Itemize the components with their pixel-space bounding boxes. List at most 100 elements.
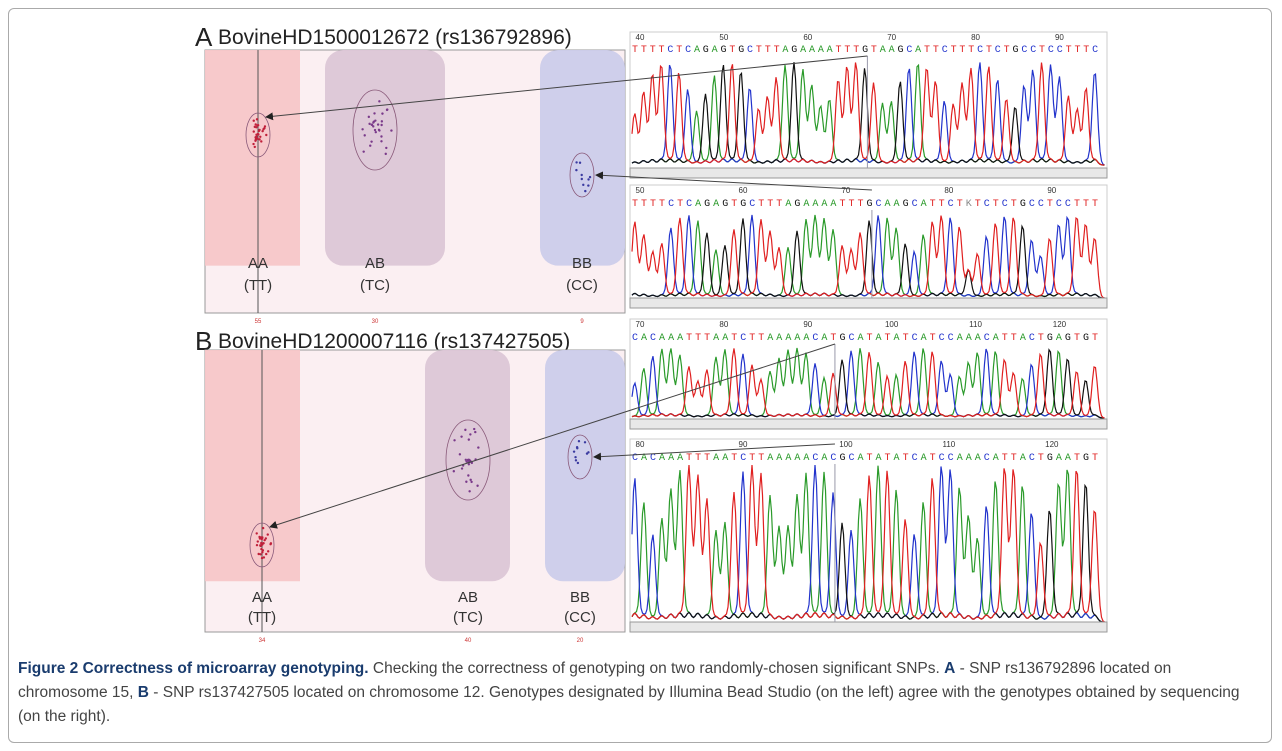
base: C <box>876 199 882 210</box>
base: C <box>984 453 990 464</box>
base: A <box>993 333 999 344</box>
genotype-region <box>325 50 445 266</box>
base: T <box>848 199 854 210</box>
base: G <box>1065 333 1071 344</box>
base: A <box>641 333 647 344</box>
base: G <box>791 45 797 56</box>
base: A <box>713 453 719 464</box>
base: A <box>1065 453 1071 464</box>
base: A <box>712 45 718 56</box>
base: C <box>939 453 945 464</box>
base: T <box>844 45 850 56</box>
base: C <box>1057 45 1063 56</box>
genotype-dot <box>372 121 374 123</box>
base: T <box>1074 453 1080 464</box>
genotype-dot <box>453 439 455 441</box>
genotype-dot <box>464 429 466 431</box>
base: T <box>659 199 665 210</box>
base: C <box>812 333 818 344</box>
base: A <box>695 199 701 210</box>
genotype-dot <box>573 450 575 452</box>
genotype-region <box>425 350 510 581</box>
base: G <box>1013 45 1019 56</box>
base: T <box>632 45 638 56</box>
genotype-dot <box>461 467 463 469</box>
base: G <box>1047 333 1053 344</box>
base: T <box>903 453 909 464</box>
caption-ref: B <box>138 684 149 701</box>
base: A <box>713 199 719 210</box>
base: T <box>695 333 701 344</box>
base: A <box>677 333 683 344</box>
base: T <box>867 453 873 464</box>
genotype-dot <box>468 438 470 440</box>
base: T <box>650 45 656 56</box>
base: T <box>1038 333 1044 344</box>
base: T <box>986 45 992 56</box>
genotype-dot <box>265 553 267 555</box>
base: G <box>1020 199 1026 210</box>
scrollbar <box>630 298 1107 308</box>
base: C <box>984 199 990 210</box>
genotype-dot <box>385 147 387 149</box>
genotype-bases: (CC) <box>564 609 596 626</box>
base: A <box>776 453 782 464</box>
base: A <box>1056 453 1062 464</box>
ruler-number: 50 <box>719 33 728 42</box>
genotype-dot <box>260 548 262 550</box>
genotype-dot <box>460 435 462 437</box>
base: G <box>897 45 903 56</box>
base: C <box>1030 45 1036 56</box>
ruler-number: 60 <box>803 33 812 42</box>
genotype-dot <box>465 481 467 483</box>
base: C <box>948 199 954 210</box>
genotype-dot <box>476 485 478 487</box>
base: C <box>912 453 918 464</box>
genotype-dot <box>267 550 269 552</box>
genotype-call: AA <box>248 255 268 272</box>
base: A <box>803 453 809 464</box>
base: T <box>933 45 939 56</box>
genotype-dot <box>252 143 254 145</box>
genotype-dot <box>255 123 257 125</box>
genotype-dot <box>374 119 376 121</box>
base: G <box>839 333 845 344</box>
genotype-dot <box>261 130 263 132</box>
genotype-dot <box>380 124 382 126</box>
genotype-dot <box>380 135 382 137</box>
genotype-dot <box>577 462 579 464</box>
genotype-dot <box>473 428 475 430</box>
genotype-dot <box>259 136 261 138</box>
base: T <box>758 333 764 344</box>
ruler-number: 110 <box>969 320 982 329</box>
genotype-region <box>205 350 300 581</box>
base: T <box>1074 333 1080 344</box>
genotype-dot <box>477 446 479 448</box>
genotype-dot <box>579 162 581 164</box>
base: T <box>1002 333 1008 344</box>
base: A <box>966 453 972 464</box>
base: A <box>957 333 963 344</box>
base: G <box>867 199 873 210</box>
genotype-count: 20 <box>577 638 584 644</box>
base: A <box>957 453 963 464</box>
base: G <box>738 45 744 56</box>
base: G <box>839 453 845 464</box>
base: A <box>966 333 972 344</box>
base: A <box>876 453 882 464</box>
genotype-dot <box>259 537 261 539</box>
caption-text: Checking the correctness of genotyping o… <box>373 660 944 677</box>
base: G <box>704 199 710 210</box>
genotype-call: BB <box>572 255 592 272</box>
caption-title: Figure 2 Correctness of microarray genot… <box>18 660 369 677</box>
base: A <box>1020 333 1026 344</box>
base: A <box>821 453 827 464</box>
genotype-dot <box>575 459 577 461</box>
caption-text: - SNP rs137427505 located on chromosome … <box>18 684 1240 725</box>
base: C <box>667 45 673 56</box>
base: C <box>939 333 945 344</box>
genotype-dot <box>261 537 263 539</box>
ruler-number: 100 <box>885 320 899 329</box>
ruler-number: 90 <box>1055 33 1064 42</box>
ruler-number: 110 <box>942 440 955 449</box>
